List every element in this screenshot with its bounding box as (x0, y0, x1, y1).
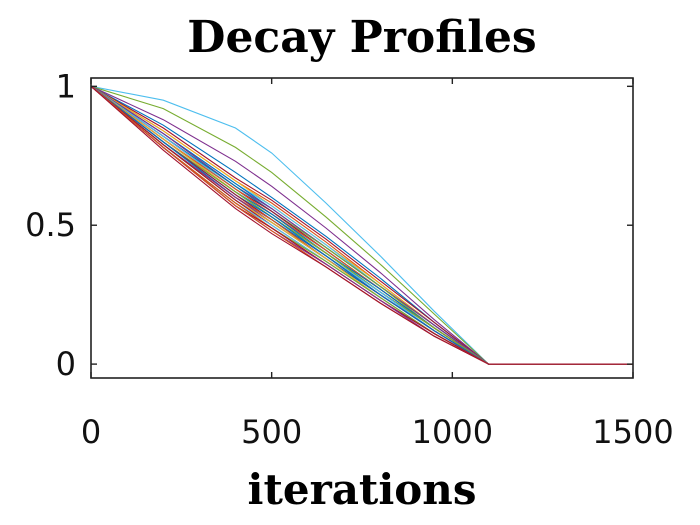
chart-title: Decay Profiles (187, 12, 536, 63)
series-line-30 (90, 85, 633, 365)
series-line-22 (90, 85, 633, 365)
series-line-21 (90, 85, 633, 365)
series-line-13 (90, 85, 633, 365)
series-lines (90, 85, 633, 365)
x-tick-label: 1000 (412, 413, 493, 451)
series-line-8 (90, 85, 633, 365)
series-line-32 (90, 85, 633, 365)
series-line-10 (90, 85, 633, 365)
series-line-7 (90, 85, 633, 365)
series-line-35 (90, 85, 633, 365)
series-line-34 (90, 85, 633, 365)
series-line-12 (90, 85, 633, 365)
series-line-14 (90, 85, 633, 365)
series-line-26 (90, 85, 633, 365)
series-line-3 (90, 85, 633, 365)
series-line-28 (90, 85, 633, 365)
series-line-31 (90, 85, 633, 365)
y-tick-label: 0.5 (25, 206, 76, 244)
series-line-11 (90, 85, 633, 365)
series-line-1 (90, 85, 633, 365)
plot-frame (90, 77, 634, 379)
series-line-15 (90, 85, 633, 365)
series-line-19 (90, 85, 633, 365)
y-tick-label: 0 (56, 345, 76, 383)
series-line-24 (90, 85, 633, 365)
x-tick-label: 1500 (592, 413, 673, 451)
series-line-33 (90, 85, 633, 365)
series-line-18 (90, 85, 633, 365)
series-line-20 (90, 85, 633, 365)
series-line-6 (90, 85, 633, 365)
series-line-16 (90, 85, 633, 365)
series-line-25 (90, 85, 633, 365)
x-axis-label: iterations (248, 465, 477, 514)
series-line-4 (90, 85, 633, 365)
x-tick-label: 0 (81, 413, 101, 451)
series-line-2 (90, 85, 633, 365)
axis-ticks (90, 78, 634, 378)
series-line-27 (90, 85, 633, 365)
series-line-9 (90, 85, 633, 365)
series-line-23 (90, 85, 633, 365)
y-tick-label: 1 (56, 67, 76, 105)
axis-tick-labels: 0 500 1000 1500 0 0.5 1 (25, 67, 674, 451)
series-line-17 (90, 85, 633, 365)
series-line-29 (90, 85, 633, 365)
x-tick-label: 500 (241, 413, 302, 451)
series-line-5 (90, 85, 633, 365)
